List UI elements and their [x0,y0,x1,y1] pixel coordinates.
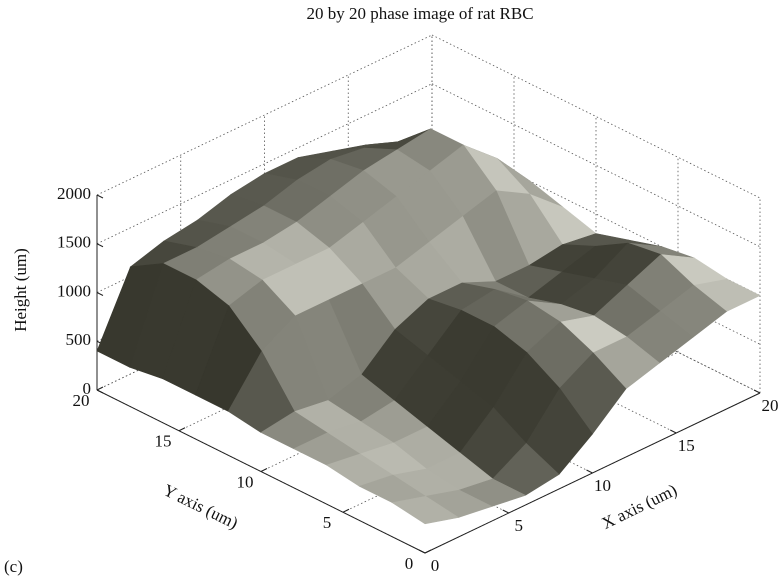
x-tick [418,549,426,554]
z-axis-label: Height (um) [11,248,30,332]
y-tick [342,508,350,513]
y-tick-label: 15 [155,432,172,451]
z-tick [96,292,104,296]
x-tick [753,389,761,394]
x-tick-label: 0 [431,556,440,575]
x-tick-label: 20 [762,396,778,415]
y-tick-label: 20 [73,391,90,410]
x-tick [502,509,509,514]
x-tick [586,469,593,474]
z-tick-label: 0 [83,379,92,398]
y-tick-label: 0 [405,554,414,573]
y-axis-label: Y axis (um) [160,480,241,532]
grid-line [96,34,433,196]
panel-label: (c) [4,557,23,576]
grid-line [431,83,761,248]
x-tick [670,429,677,434]
z-tick-label: 1000 [57,281,91,300]
z-tick [96,389,104,394]
z-tick [96,243,104,248]
z-tick-label: 500 [66,330,92,349]
surface [96,128,761,525]
y-tick [260,468,268,472]
grid-line [431,34,761,199]
z-tick-label: 1500 [57,233,91,252]
z-tick [96,194,104,199]
y-tick [96,386,104,391]
y-tick [424,549,432,554]
y-tick-label: 5 [323,513,332,532]
y-tick-label: 10 [237,472,254,491]
y-tick [178,427,186,432]
x-tick-label: 5 [515,516,524,535]
x-tick-label: 15 [678,436,695,455]
x-tick-label: 10 [594,476,611,495]
grid-line [96,83,433,245]
surface-cell [391,495,460,525]
z-tick-label: 2000 [57,184,91,203]
chart-title: 20 by 20 phase image of rat RBC [306,4,533,23]
